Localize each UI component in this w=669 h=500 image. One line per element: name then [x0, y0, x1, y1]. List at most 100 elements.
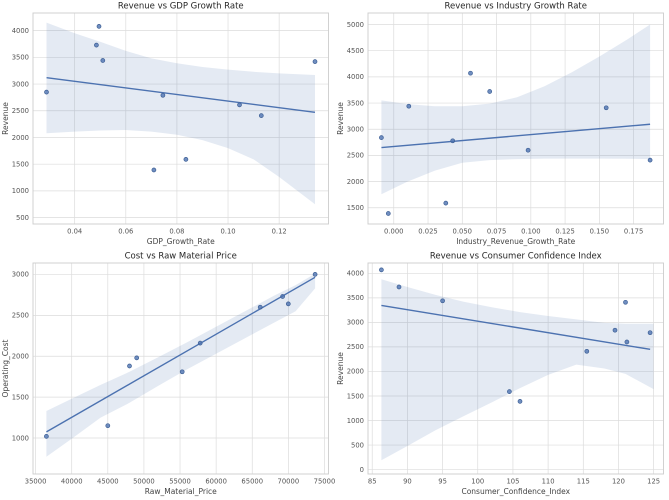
y-axis-label: Revenue [1, 102, 10, 135]
data-point [612, 327, 617, 333]
y-tick-label: 500 [16, 214, 29, 222]
y-tick-label: 3500 [346, 99, 363, 107]
data-point [647, 330, 652, 336]
chart-svg: 0.04 0.06 0.08 0.10 0.12 500 1000 1500 2000 2500 3… [0, 0, 335, 250]
data-point [385, 211, 391, 216]
data-point [257, 304, 263, 310]
axes-frame [32, 262, 329, 475]
axes-frame [367, 262, 664, 475]
data-point [467, 70, 473, 76]
data-point [583, 348, 589, 354]
x-tick-label: 120 [611, 478, 624, 486]
x-tick-label: 0.075 [486, 228, 505, 236]
chart-background [334, 0, 669, 250]
data-point [622, 299, 628, 305]
subplot-title: Revenue vs Consumer Confidence Index [429, 252, 601, 262]
x-tick-label: 70000 [278, 478, 300, 486]
y-tick-label: 1500 [346, 204, 363, 212]
y-axis-label: Revenue [336, 102, 345, 135]
x-tick-label: 85 [367, 478, 376, 486]
x-tick-label: 0.150 [589, 228, 608, 236]
subplot-revenue-vs-consumer-confidence-index: 85 90 95 100 105 110 115 120 125 0 500 1000 1500 2000… [334, 250, 669, 500]
data-point [160, 92, 166, 98]
data-point [285, 301, 291, 307]
y-tick-label: 1500 [12, 160, 29, 168]
x-tick-label: 0.10 [220, 228, 235, 236]
data-point [151, 167, 157, 173]
data-point [647, 157, 652, 163]
y-tick-label: 1000 [12, 187, 29, 195]
y-tick-label: 3000 [12, 271, 29, 279]
y-tick-label: 3500 [12, 54, 29, 62]
data-point [378, 267, 384, 273]
data-point [442, 200, 448, 206]
x-tick-label: 90 [403, 478, 412, 486]
x-tick-label: 0.025 [418, 228, 437, 236]
data-point [312, 59, 318, 64]
y-tick-label: 2000 [12, 134, 29, 142]
x-tick-label: 35000 [25, 478, 47, 486]
y-tick-label: 500 [351, 441, 364, 449]
confidence-band [46, 22, 315, 205]
y-tick-label: 5000 [346, 21, 363, 29]
subplot-cost-vs-raw-material-price: 35000 40000 45000 50000 55000 60000 65000 70000… [0, 250, 335, 500]
x-tick-label: 50000 [133, 478, 155, 486]
subplot-title: Revenue vs GDP Growth Rate [118, 2, 244, 12]
y-tick-label: 3500 [346, 294, 363, 302]
x-tick-label: 105 [506, 478, 519, 486]
data-point [280, 294, 285, 299]
data-point [449, 138, 455, 144]
data-point [44, 434, 49, 439]
confidence-band [46, 273, 316, 457]
confidence-band [380, 24, 650, 195]
y-tick-label: 1500 [346, 392, 363, 400]
data-point [179, 369, 185, 375]
y-tick-label: 1000 [346, 417, 363, 425]
x-tick-label: 115 [576, 478, 589, 486]
data-point [405, 103, 411, 109]
y-tick-label: 2500 [346, 343, 363, 351]
data-point [183, 157, 189, 162]
y-tick-label: 3000 [346, 319, 363, 327]
data-point [525, 147, 530, 153]
x-tick-label: 0.050 [452, 228, 471, 236]
data-point [396, 284, 401, 290]
subplot-title: Cost vs Raw Material Price [125, 252, 237, 262]
x-tick-label: 45000 [97, 478, 119, 486]
x-tick-label: 0.125 [555, 228, 574, 236]
y-tick-label: 1500 [12, 393, 29, 401]
x-tick-label: 110 [541, 478, 554, 486]
chart-svg: 35000 40000 45000 50000 55000 60000 65000 70000… [0, 250, 335, 500]
y-tick-label: 2000 [12, 353, 29, 361]
x-tick-label: 0.04 [67, 228, 82, 236]
confidence-band [380, 279, 654, 461]
data-point [506, 389, 512, 394]
data-point [100, 58, 106, 63]
regression-line [46, 276, 316, 433]
data-point [439, 298, 445, 304]
chart-svg: 85 90 95 100 105 110 115 120 125 0 500 1000 1500 2000… [334, 250, 669, 500]
x-tick-label: 0.06 [118, 228, 133, 236]
regression-line [380, 304, 650, 351]
subplot-title: Revenue vs Industry Growth Rate [444, 2, 587, 12]
data-point [96, 24, 102, 29]
y-tick-label: 2000 [346, 178, 363, 186]
x-tick-label: 0.175 [623, 228, 642, 236]
data-point [94, 42, 99, 48]
x-tick-label: 55000 [169, 478, 191, 486]
y-tick-label: 2500 [12, 107, 29, 115]
chart-background [0, 0, 335, 250]
x-tick-label: 0.08 [169, 228, 184, 236]
data-point [134, 355, 140, 361]
x-tick-label: 40000 [61, 478, 83, 486]
data-point [603, 105, 609, 111]
x-axis-label: Consumer_Confidence_Index [461, 487, 570, 496]
y-tick-label: 4000 [12, 27, 29, 35]
data-point [105, 423, 111, 429]
x-tick-label: 60000 [205, 478, 227, 486]
data-point [237, 102, 242, 108]
chart-svg: 0.000 0.025 0.050 0.075 0.100 0.125 0.150 0.175… [334, 0, 669, 250]
data-point [517, 399, 522, 404]
x-axis-label: Raw_Material_Price [145, 487, 217, 496]
